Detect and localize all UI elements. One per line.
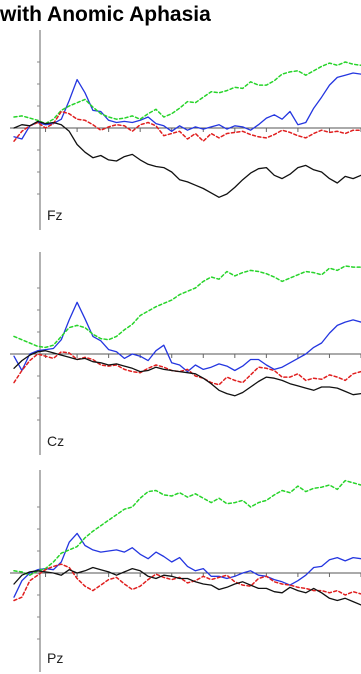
- pz-series-blue: [13, 532, 361, 598]
- fz-label: Fz: [47, 207, 63, 223]
- fz-series-blue: [13, 72, 361, 140]
- pz-label: Pz: [47, 650, 63, 666]
- pz-series-green: [13, 479, 361, 576]
- cz-series-blue: [13, 301, 361, 373]
- panel-pz: Pz: [10, 470, 361, 672]
- fz-series-green: [13, 61, 361, 125]
- fz-series-black: [13, 120, 361, 198]
- cz-label: Cz: [47, 433, 64, 449]
- cz-series-black: [13, 350, 361, 397]
- chart-title: with Anomic Aphasia: [0, 3, 211, 26]
- panel-cz: Cz: [10, 252, 361, 455]
- pz-series-black: [13, 566, 361, 606]
- cz-series-red: [13, 351, 361, 386]
- pz-series-red: [13, 563, 361, 602]
- panel-fz: Fz: [10, 30, 361, 230]
- cz-series-green: [13, 265, 361, 349]
- fz-series-red: [13, 110, 361, 142]
